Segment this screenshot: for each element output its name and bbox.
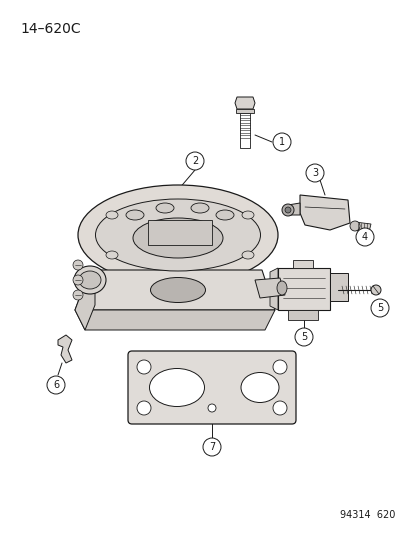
Polygon shape	[75, 310, 274, 330]
Ellipse shape	[78, 185, 277, 285]
Ellipse shape	[149, 368, 204, 407]
Polygon shape	[254, 278, 284, 298]
Ellipse shape	[242, 211, 254, 219]
Text: 3: 3	[311, 168, 317, 178]
Polygon shape	[287, 203, 299, 215]
Text: 4: 4	[361, 232, 367, 242]
Polygon shape	[354, 222, 370, 232]
Circle shape	[73, 275, 83, 285]
Bar	[292, 260, 312, 268]
Circle shape	[272, 401, 286, 415]
Text: 5: 5	[300, 332, 306, 342]
Polygon shape	[58, 335, 72, 363]
Circle shape	[73, 260, 83, 270]
Ellipse shape	[276, 281, 286, 295]
Bar	[277, 268, 329, 310]
Polygon shape	[75, 270, 274, 310]
Circle shape	[349, 221, 359, 231]
Ellipse shape	[190, 203, 209, 213]
Circle shape	[185, 152, 204, 170]
Circle shape	[370, 285, 380, 295]
Ellipse shape	[150, 278, 205, 303]
Text: 94314  620: 94314 620	[339, 510, 394, 520]
Circle shape	[281, 204, 293, 216]
Circle shape	[272, 360, 286, 374]
Ellipse shape	[156, 203, 173, 213]
Polygon shape	[75, 270, 95, 330]
Text: 5: 5	[376, 303, 382, 313]
Circle shape	[137, 401, 151, 415]
Polygon shape	[299, 195, 349, 230]
Ellipse shape	[133, 218, 223, 258]
Bar	[287, 310, 317, 320]
Text: 6: 6	[53, 380, 59, 390]
Circle shape	[305, 164, 323, 182]
Circle shape	[73, 290, 83, 300]
Ellipse shape	[216, 210, 233, 220]
Bar	[329, 273, 347, 301]
Polygon shape	[235, 97, 254, 109]
Ellipse shape	[242, 251, 254, 259]
Circle shape	[137, 360, 151, 374]
Circle shape	[370, 299, 388, 317]
Text: 14–620C: 14–620C	[20, 22, 81, 36]
Circle shape	[207, 404, 216, 412]
Ellipse shape	[126, 210, 144, 220]
Circle shape	[284, 207, 290, 213]
Polygon shape	[147, 220, 211, 245]
Circle shape	[272, 133, 290, 151]
Text: 1: 1	[278, 137, 285, 147]
Ellipse shape	[79, 271, 101, 289]
FancyBboxPatch shape	[128, 351, 295, 424]
Ellipse shape	[240, 373, 278, 402]
Text: 2: 2	[191, 156, 198, 166]
Bar	[240, 113, 249, 148]
Ellipse shape	[106, 211, 118, 219]
Text: 7: 7	[209, 442, 215, 452]
Polygon shape	[269, 268, 277, 310]
Ellipse shape	[95, 199, 260, 271]
Circle shape	[47, 376, 65, 394]
Circle shape	[202, 438, 221, 456]
Ellipse shape	[106, 251, 118, 259]
Circle shape	[294, 328, 312, 346]
Circle shape	[355, 228, 373, 246]
Polygon shape	[235, 109, 254, 113]
Ellipse shape	[74, 266, 106, 294]
